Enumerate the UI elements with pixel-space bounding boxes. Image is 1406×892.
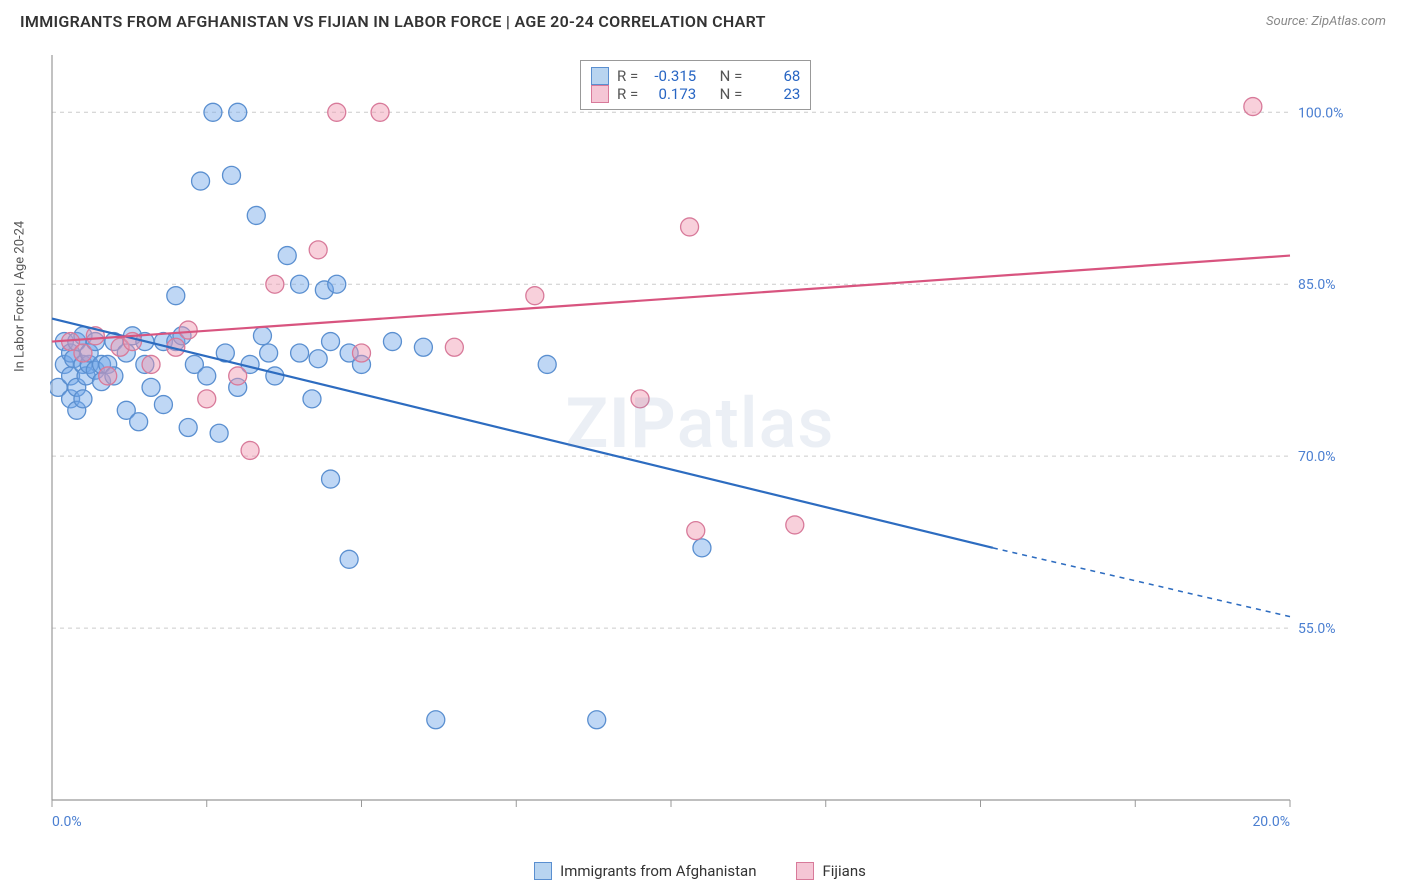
data-point — [538, 355, 556, 373]
scatter-plot: 55.0% 70.0% 85.0% 100.0% 0.0% 20.0% — [50, 50, 1350, 830]
legend-label: Fijians — [822, 862, 865, 880]
legend-stats-row: R = -0.315 N = 68 — [591, 67, 800, 85]
data-point — [198, 367, 216, 385]
data-point — [99, 367, 117, 385]
data-point — [266, 367, 284, 385]
data-point — [445, 338, 463, 356]
legend-swatch — [591, 85, 609, 103]
data-point — [322, 470, 340, 488]
data-point — [142, 355, 160, 373]
data-point — [786, 516, 804, 534]
data-point — [291, 275, 309, 293]
data-point — [328, 103, 346, 121]
data-point — [210, 424, 228, 442]
data-point — [309, 241, 327, 259]
n-value: 68 — [750, 67, 800, 85]
data-point — [526, 287, 544, 305]
bottom-legend: Immigrants from Afghanistan Fijians — [50, 862, 1350, 880]
data-point — [322, 333, 340, 351]
regression-line-extrapolated — [993, 548, 1290, 617]
bottom-legend-item: Fijians — [796, 862, 865, 880]
data-point — [303, 390, 321, 408]
x-tick-label: 0.0% — [52, 814, 82, 830]
data-point — [130, 413, 148, 431]
data-point — [353, 344, 371, 362]
data-point — [371, 103, 389, 121]
data-point — [266, 275, 284, 293]
data-point — [291, 344, 309, 362]
data-point — [681, 218, 699, 236]
data-point — [154, 396, 172, 414]
y-tick-label: 70.0% — [1298, 449, 1336, 465]
r-label: R = — [617, 85, 638, 103]
regression-line — [52, 256, 1290, 342]
n-value: 23 — [750, 85, 800, 103]
data-point — [229, 367, 247, 385]
data-point — [74, 344, 92, 362]
data-point — [1244, 98, 1262, 116]
y-tick-label: 100.0% — [1298, 105, 1343, 121]
data-point — [167, 287, 185, 305]
data-point — [278, 247, 296, 265]
data-point — [631, 390, 649, 408]
r-value: 0.173 — [646, 85, 696, 103]
data-point — [74, 390, 92, 408]
legend-stats-row: R = 0.173 N = 23 — [591, 85, 800, 103]
data-point — [588, 711, 606, 729]
data-point — [204, 103, 222, 121]
data-point — [229, 103, 247, 121]
data-point — [340, 550, 358, 568]
data-point — [142, 378, 160, 396]
data-point — [253, 327, 271, 345]
y-tick-label: 55.0% — [1298, 621, 1336, 637]
data-point — [414, 338, 432, 356]
bottom-legend-item: Immigrants from Afghanistan — [534, 862, 756, 880]
y-axis-label: In Labor Force | Age 20-24 — [13, 221, 28, 372]
n-label: N = — [720, 67, 743, 85]
data-point — [427, 711, 445, 729]
legend-label: Immigrants from Afghanistan — [560, 862, 756, 880]
source-label: Source: ZipAtlas.com — [1266, 14, 1386, 29]
legend-swatch — [796, 862, 814, 880]
legend-swatch — [591, 67, 609, 85]
y-tick-label: 85.0% — [1298, 277, 1336, 293]
legend-swatch — [534, 862, 552, 880]
data-point — [241, 441, 259, 459]
data-point — [693, 539, 711, 557]
title-bar: IMMIGRANTS FROM AFGHANISTAN VS FIJIAN IN… — [0, 0, 1406, 41]
data-point — [247, 206, 265, 224]
r-label: R = — [617, 67, 638, 85]
chart-title: IMMIGRANTS FROM AFGHANISTAN VS FIJIAN IN… — [20, 12, 766, 31]
n-label: N = — [720, 85, 743, 103]
data-point — [260, 344, 278, 362]
data-point — [179, 419, 197, 437]
data-point — [309, 350, 327, 368]
data-point — [223, 166, 241, 184]
legend-stats-box: R = -0.315 N = 68 R = 0.173 N = 23 — [580, 60, 811, 110]
data-point — [192, 172, 210, 190]
data-point — [328, 275, 346, 293]
r-value: -0.315 — [646, 67, 696, 85]
x-tick-label: 20.0% — [1252, 814, 1290, 830]
data-point — [198, 390, 216, 408]
data-point — [383, 333, 401, 351]
data-point — [687, 522, 705, 540]
data-point — [179, 321, 197, 339]
chart-area: In Labor Force | Age 20-24 55.0%70.0%85.… — [50, 50, 1350, 830]
